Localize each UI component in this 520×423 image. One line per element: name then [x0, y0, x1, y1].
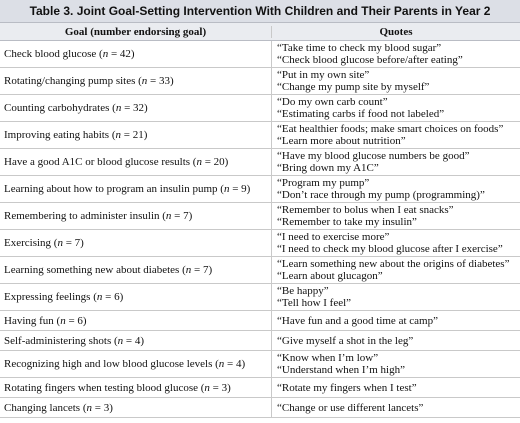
quote-text: “Remember to take my insulin”: [277, 216, 417, 228]
quotes-cell: “Remember to bolus when I eat snacks” “Re…: [272, 203, 520, 229]
quotes-cell: “I need to exercise more” “I need to chec…: [272, 230, 520, 256]
table-row: Learning something new about diabetes (n…: [0, 257, 520, 284]
quotes-cell: “Program my pump” “Don’t race through my …: [272, 176, 520, 202]
quotes-cell: “Have my blood glucose numbers be good” “…: [272, 149, 520, 175]
quotes-cell: “Be happy” “Tell how I feel”: [272, 284, 520, 310]
goal-text: Having fun (n = 6): [4, 314, 87, 327]
quotes-cell: “Take time to check my blood sugar” “Chec…: [272, 41, 520, 67]
table-row: Improving eating habits (n = 21) “Eat hea…: [0, 122, 520, 149]
quote-text: “Learn something new about the origins o…: [277, 258, 510, 270]
goal-cell: Having fun (n = 6): [0, 311, 272, 330]
quotes-cell: “Eat healthier foods; make smart choices…: [272, 122, 520, 148]
quote-text: “Give myself a shot in the leg”: [277, 334, 414, 347]
quotes-column-header: Quotes: [379, 25, 413, 38]
goal-cell: Learning about how to program an insulin…: [0, 176, 272, 202]
quote-text: “Tell how I feel”: [277, 297, 352, 309]
quotes-cell: “Know when I’m low” “Understand when I’m …: [272, 351, 520, 377]
quote-text: “Take time to check my blood sugar”: [277, 42, 442, 54]
goal-column-header: Goal (number endorsing goal): [0, 25, 272, 38]
quotes-cell: “Change or use different lancets”: [272, 398, 520, 417]
goal-cell: Exercising (n = 7): [0, 230, 272, 256]
table-row: Self-administering shots (n = 4) “Give my…: [0, 331, 520, 351]
goal-text: Self-administering shots (n = 4): [4, 334, 145, 347]
table-body: Check blood glucose (n = 42) “Take time t…: [0, 41, 520, 418]
goal-text: Rotating/changing pump sites (n = 33): [4, 75, 174, 87]
table-row: Counting carbohydrates (n = 32) “Do my ow…: [0, 95, 520, 122]
quote-text: “I need to exercise more”: [277, 231, 390, 243]
goal-cell: Remembering to administer insulin (n = 7…: [0, 203, 272, 229]
goals-table: Goal (number endorsing goal) Quotes Chec…: [0, 23, 520, 423]
quote-text: “Remember to bolus when I eat snacks”: [277, 204, 454, 216]
table-row: Having fun (n = 6) “Have fun and a good t…: [0, 311, 520, 331]
quote-text: “Put in my own site”: [277, 69, 370, 81]
goal-cell: Check blood glucose (n = 42): [0, 41, 272, 67]
goal-cell: Self-administering shots (n = 4): [0, 331, 272, 350]
quote-text: “Understand when I’m high”: [277, 364, 405, 376]
quote-text: “Don’t race through my pump (programming…: [277, 189, 485, 201]
goal-text: Have a good A1C or blood glucose results…: [4, 156, 229, 168]
table-title: Table 3. Joint Goal-Setting Intervention…: [0, 0, 520, 23]
quotes-cell: “Rotate my fingers when I test”: [272, 378, 520, 397]
table-row: Expressing feelings (n = 6) “Be happy” “Te…: [0, 284, 520, 311]
quote-text: “Bring down my A1C”: [277, 162, 379, 174]
quote-text: “Eat healthier foods; make smart choices…: [277, 123, 504, 135]
quotes-cell: “Learn something new about the origins o…: [272, 257, 520, 283]
quote-text: “Have my blood glucose numbers be good”: [277, 150, 470, 162]
goal-text: Expressing feelings (n = 6): [4, 291, 124, 303]
quote-text: “Change or use different lancets”: [277, 401, 424, 414]
quotes-cell: “Have fun and a good time at camp”: [272, 311, 520, 330]
goal-cell: Changing lancets (n = 3): [0, 398, 272, 417]
quote-text: “Program my pump”: [277, 177, 370, 189]
table-row: Exercising (n = 7) “I need to exercise mo…: [0, 230, 520, 257]
goal-cell: Expressing feelings (n = 6): [0, 284, 272, 310]
quote-text: “Change my pump site by myself”: [277, 81, 430, 93]
quote-text: “I need to check my blood glucose after …: [277, 243, 503, 255]
quotes-cell: “Put in my own site” “Change my pump site…: [272, 68, 520, 94]
goal-cell: Rotating/changing pump sites (n = 33): [0, 68, 272, 94]
quote-text: “Have fun and a good time at camp”: [277, 314, 438, 327]
quote-text: “Do my own carb count”: [277, 96, 388, 108]
quotes-cell: “Do my own carb count” “Estimating carbs …: [272, 95, 520, 121]
goal-cell: Improving eating habits (n = 21): [0, 122, 272, 148]
goal-text: Check blood glucose (n = 42): [4, 48, 135, 60]
table-row: Changing lancets (n = 3) “Change or use d…: [0, 398, 520, 418]
quote-text: “Learn about glucagon”: [277, 270, 383, 282]
goal-cell: Counting carbohydrates (n = 32): [0, 95, 272, 121]
goal-text: Exercising (n = 7): [4, 237, 84, 249]
quote-text: “Estimating carbs if food not labeled”: [277, 108, 445, 120]
table-row: Have a good A1C or blood glucose results…: [0, 149, 520, 176]
goal-text: Changing lancets (n = 3): [4, 401, 113, 414]
goal-text: Learning something new about diabetes (n…: [4, 264, 213, 276]
goal-text: Rotating fingers when testing blood gluc…: [4, 381, 231, 394]
goal-text: Recognizing high and low blood glucose l…: [4, 358, 246, 370]
quotes-cell: “Give myself a shot in the leg”: [272, 331, 520, 350]
goal-text: Improving eating habits (n = 21): [4, 129, 148, 141]
quote-text: “Be happy”: [277, 285, 329, 297]
quote-text: “Learn more about nutrition”: [277, 135, 406, 147]
table-row: Rotating fingers when testing blood gluc…: [0, 378, 520, 398]
table-row: Learning about how to program an insulin…: [0, 176, 520, 203]
table-row: Remembering to administer insulin (n = 7…: [0, 203, 520, 230]
table-row: Recognizing high and low blood glucose l…: [0, 351, 520, 378]
goal-text: Counting carbohydrates (n = 32): [4, 102, 148, 114]
goal-text: Remembering to administer insulin (n = 7…: [4, 210, 193, 222]
quote-text: “Rotate my fingers when I test”: [277, 381, 417, 394]
quote-text: “Check blood glucose before/after eating…: [277, 54, 463, 66]
table-row: Rotating/changing pump sites (n = 33) “Pu…: [0, 68, 520, 95]
table-header-row: Goal (number endorsing goal) Quotes: [0, 23, 520, 41]
goal-cell: Have a good A1C or blood glucose results…: [0, 149, 272, 175]
table-row: Check blood glucose (n = 42) “Take time t…: [0, 41, 520, 68]
goal-cell: Learning something new about diabetes (n…: [0, 257, 272, 283]
goal-cell: Recognizing high and low blood glucose l…: [0, 351, 272, 377]
goal-text: Learning about how to program an insulin…: [4, 183, 251, 195]
quote-text: “Know when I’m low”: [277, 352, 379, 364]
goal-cell: Rotating fingers when testing blood gluc…: [0, 378, 272, 397]
